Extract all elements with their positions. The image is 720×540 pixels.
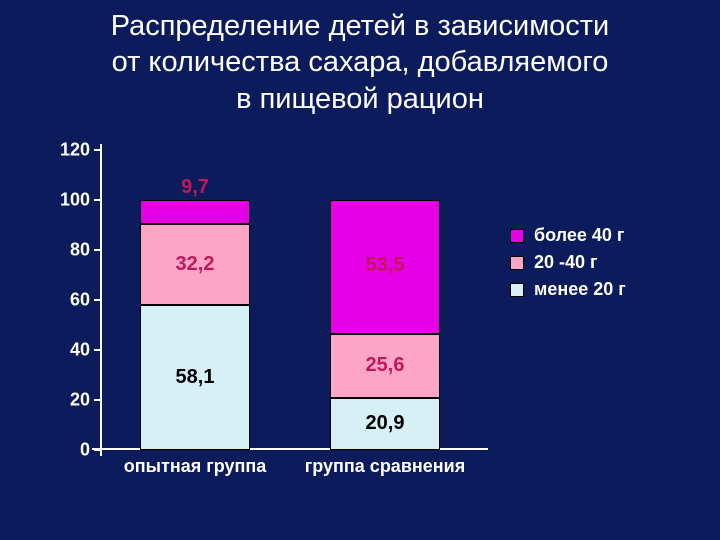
ytick-mark xyxy=(94,199,100,201)
ytick-mark xyxy=(94,149,100,151)
legend-item: более 40 г xyxy=(510,225,626,246)
bar-segment: 32,2 xyxy=(140,224,250,305)
bar-segment-label: 9,7 xyxy=(141,176,249,201)
ytick-mark xyxy=(94,399,100,401)
category-label: опытная группа xyxy=(105,456,285,477)
stacked-bar-chart: 02040608010012058,132,29,7опытная группа… xyxy=(100,150,480,450)
bar-segment: 25,6 xyxy=(330,334,440,398)
legend-label: 20 -40 г xyxy=(534,252,598,273)
bar-segment: 53,5 xyxy=(330,200,440,334)
bar-segment: 9,7 xyxy=(140,200,250,224)
bar-segment-label: 32,2 xyxy=(176,253,215,276)
legend-item: менее 20 г xyxy=(510,279,626,300)
legend-swatch xyxy=(510,256,524,270)
title-line: в пищевой рацион xyxy=(236,83,484,115)
ytick-label: 40 xyxy=(45,340,90,361)
legend-swatch xyxy=(510,229,524,243)
ytick-mark xyxy=(94,349,100,351)
ytick-label: 100 xyxy=(45,190,90,211)
legend-item: 20 -40 г xyxy=(510,252,626,273)
legend: более 40 г 20 -40 г менее 20 г xyxy=(510,225,626,306)
title-line: Распределение детей в зависимости xyxy=(111,10,610,42)
bar-segment-label: 20,9 xyxy=(366,412,405,435)
legend-swatch xyxy=(510,283,524,297)
bar-segment-label: 25,6 xyxy=(366,354,405,377)
ytick-label: 60 xyxy=(45,290,90,311)
category-label: группа сравнения xyxy=(295,456,475,477)
ytick-mark xyxy=(94,299,100,301)
bar-segment-label: 58,1 xyxy=(176,366,215,389)
ytick-label: 20 xyxy=(45,390,90,411)
chart-title: Распределение детей в зависимости от кол… xyxy=(0,8,720,117)
bar-segment: 20,9 xyxy=(330,398,440,450)
ytick-mark xyxy=(94,249,100,251)
ytick-label: 0 xyxy=(45,440,90,461)
bar-segment: 58,1 xyxy=(140,305,250,450)
legend-label: менее 20 г xyxy=(534,279,626,300)
y-axis xyxy=(100,144,102,456)
ytick-mark xyxy=(94,449,100,451)
bar-segment-label: 53,5 xyxy=(366,254,405,279)
ytick-label: 80 xyxy=(45,240,90,261)
title-line: от количества сахара, добавляемого xyxy=(112,46,609,78)
legend-label: более 40 г xyxy=(534,225,624,246)
ytick-label: 120 xyxy=(45,140,90,161)
